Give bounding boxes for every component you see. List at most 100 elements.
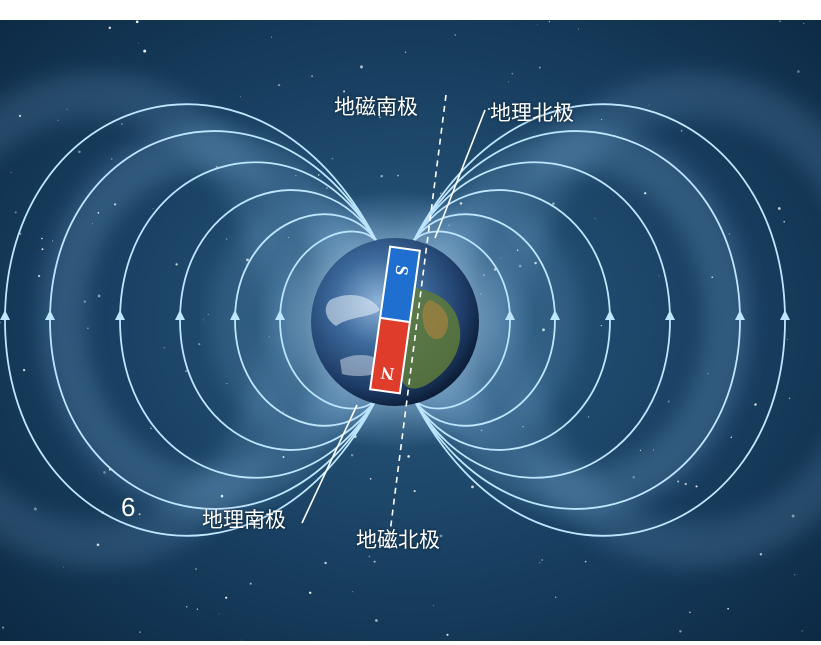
star bbox=[240, 96, 241, 97]
star bbox=[139, 631, 141, 633]
star bbox=[150, 428, 151, 429]
star bbox=[549, 21, 550, 22]
star bbox=[15, 211, 17, 213]
star bbox=[2, 627, 4, 629]
star bbox=[332, 158, 334, 160]
star bbox=[778, 207, 781, 210]
star bbox=[539, 67, 541, 69]
star bbox=[405, 52, 406, 53]
star bbox=[197, 609, 198, 610]
star bbox=[414, 490, 416, 492]
star bbox=[754, 403, 757, 406]
star bbox=[397, 175, 399, 177]
star bbox=[41, 238, 43, 240]
star bbox=[794, 574, 795, 575]
star bbox=[324, 562, 326, 564]
star bbox=[250, 583, 252, 585]
star bbox=[109, 27, 111, 29]
star bbox=[511, 73, 513, 75]
star bbox=[136, 20, 139, 23]
star bbox=[668, 401, 670, 403]
label-geographic-north: 地理北极 bbox=[490, 103, 574, 124]
star bbox=[681, 130, 683, 132]
magnet-north-letter: N bbox=[380, 363, 396, 385]
star bbox=[803, 23, 804, 24]
star bbox=[164, 347, 166, 349]
star bbox=[143, 50, 146, 53]
star bbox=[42, 248, 44, 250]
star bbox=[153, 208, 154, 209]
star bbox=[685, 483, 687, 485]
star bbox=[440, 193, 442, 195]
star bbox=[802, 630, 803, 631]
star bbox=[369, 556, 371, 558]
star bbox=[87, 327, 89, 329]
star bbox=[78, 151, 81, 154]
star bbox=[789, 398, 791, 400]
star bbox=[225, 597, 227, 599]
star bbox=[440, 535, 443, 538]
star bbox=[731, 437, 733, 439]
star bbox=[195, 568, 197, 570]
label-geomagnetic-north: 地磁北极 bbox=[356, 530, 440, 551]
label-geographic-south: 地理南极 bbox=[202, 510, 286, 531]
star bbox=[689, 612, 691, 614]
star bbox=[278, 84, 280, 86]
star bbox=[471, 486, 474, 489]
star bbox=[787, 339, 788, 340]
star bbox=[679, 630, 681, 632]
star bbox=[455, 34, 457, 36]
star bbox=[585, 561, 587, 563]
star bbox=[203, 319, 204, 320]
star bbox=[375, 619, 378, 622]
star bbox=[352, 591, 353, 592]
star bbox=[541, 559, 542, 560]
star bbox=[374, 561, 376, 563]
star bbox=[318, 174, 319, 175]
star bbox=[446, 634, 448, 636]
star bbox=[226, 238, 228, 240]
star bbox=[783, 221, 785, 223]
star bbox=[186, 606, 188, 608]
star bbox=[727, 608, 729, 610]
star bbox=[311, 75, 313, 77]
star bbox=[138, 43, 139, 44]
star bbox=[208, 314, 209, 315]
star bbox=[537, 24, 538, 25]
star bbox=[539, 562, 540, 563]
star bbox=[219, 613, 220, 614]
star bbox=[370, 478, 372, 480]
star bbox=[508, 81, 509, 82]
star bbox=[175, 263, 177, 265]
star bbox=[695, 485, 697, 487]
star bbox=[433, 605, 434, 606]
star bbox=[198, 343, 200, 345]
top-page-margin bbox=[0, 0, 821, 20]
star bbox=[797, 70, 800, 73]
star bbox=[360, 65, 363, 68]
star bbox=[63, 567, 64, 568]
star bbox=[121, 123, 122, 124]
star bbox=[98, 294, 101, 297]
star bbox=[555, 597, 556, 598]
star bbox=[38, 275, 40, 277]
star bbox=[309, 592, 311, 594]
star bbox=[601, 325, 602, 326]
label-geomagnetic-south: 地磁南极 bbox=[334, 97, 418, 118]
star bbox=[351, 454, 353, 456]
star bbox=[779, 20, 781, 22]
star bbox=[588, 416, 589, 417]
star bbox=[271, 37, 272, 38]
star bbox=[185, 370, 187, 372]
star bbox=[578, 29, 579, 30]
star bbox=[659, 275, 660, 276]
star bbox=[52, 240, 53, 241]
star bbox=[343, 90, 345, 92]
star bbox=[407, 455, 410, 458]
figure-number: 6 bbox=[121, 494, 135, 520]
star bbox=[10, 172, 11, 173]
star bbox=[595, 218, 596, 219]
star bbox=[241, 640, 242, 641]
star bbox=[23, 369, 25, 371]
